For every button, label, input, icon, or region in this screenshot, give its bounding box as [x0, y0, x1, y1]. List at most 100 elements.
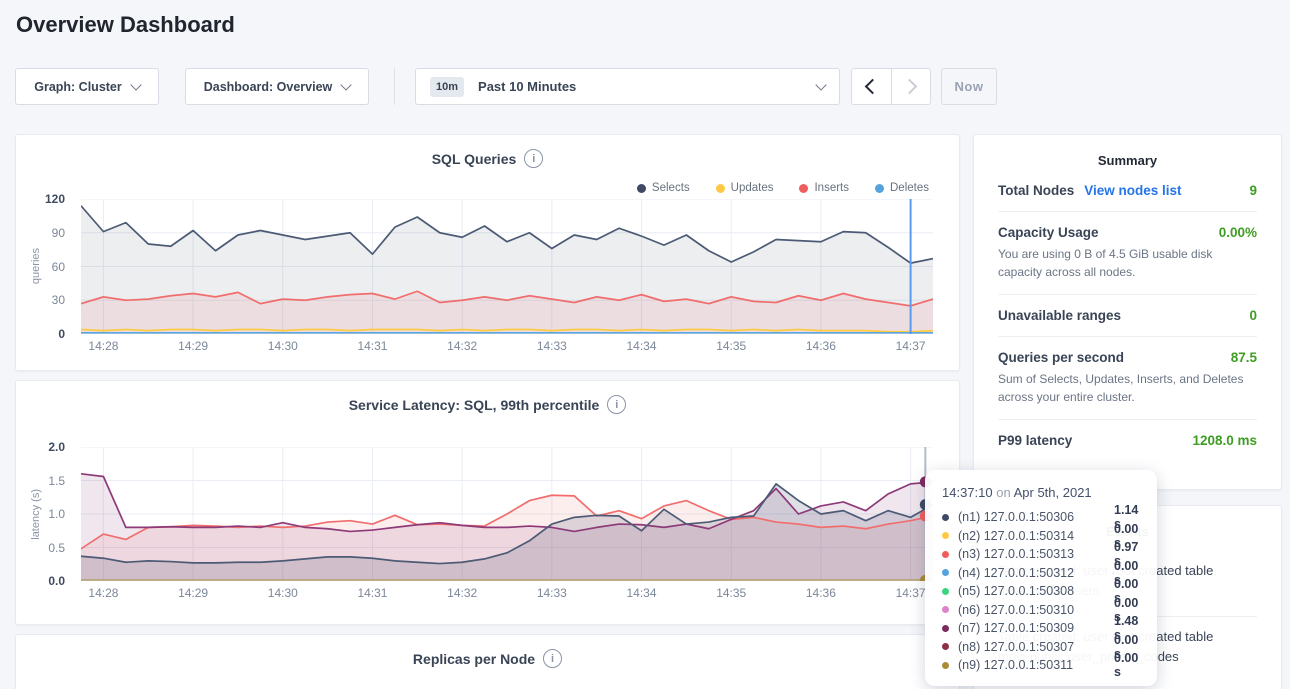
x-tick-label: 14:29 [178, 586, 208, 600]
y-tick-label: 1.5 [48, 474, 65, 488]
tooltip-node-label: (n3) 127.0.0.1:50313 [958, 547, 1114, 561]
summary-body: Total Nodes View nodes list 9 Capacity U… [974, 168, 1281, 461]
tooltip-node-label: (n8) 127.0.0.1:50307 [958, 640, 1114, 654]
summary-row-unavailable-ranges: Unavailable ranges 0 [998, 295, 1257, 337]
sql-legend: Selects Updates Inserts Deletes [637, 182, 929, 194]
x-tick-label: 14:37 [896, 339, 926, 353]
summary-row-value: 1208.0 ms [1192, 433, 1257, 448]
legend-dot-icon [716, 184, 725, 193]
summary-panel: Summary Total Nodes View nodes list 9 Ca… [973, 134, 1282, 490]
page-title: Overview Dashboard [16, 12, 235, 38]
summary-row-value: 0 [1249, 308, 1257, 323]
summary-row-label: Queries per second [998, 350, 1124, 365]
legend-item: Deletes [875, 182, 929, 194]
x-tick-label: 14:32 [447, 586, 477, 600]
x-tick-label: 14:35 [716, 586, 746, 600]
prev-time-button[interactable] [852, 69, 891, 104]
summary-row-label: P99 latency [998, 433, 1072, 448]
y-tick-label: 30 [52, 293, 65, 307]
x-tick-label: 14:28 [88, 586, 118, 600]
overview-dashboard-page: Overview Dashboard Graph: Cluster Dashbo… [0, 0, 1290, 689]
summary-row-p99-latency: P99 latency 1208.0 ms [998, 420, 1257, 461]
summary-row-value: 87.5 [1231, 350, 1257, 365]
latency-y-tick-labels: 0.00.51.01.52.0 [16, 447, 73, 581]
chevron-left-icon [865, 79, 881, 95]
tooltip-node-value: 0.00 s [1114, 651, 1144, 679]
x-tick-label: 14:32 [447, 339, 477, 353]
chevron-down-icon [815, 79, 826, 90]
x-tick-label: 14:33 [537, 339, 567, 353]
node-color-dot-icon [942, 514, 949, 521]
legend-label: Inserts [814, 182, 849, 194]
chevron-right-icon [901, 79, 917, 95]
tooltip-node-label: (n4) 127.0.0.1:50312 [958, 566, 1114, 580]
view-nodes-list-link[interactable]: View nodes list [1084, 183, 1181, 198]
info-icon[interactable] [524, 149, 543, 168]
sql-queries-card: SQL Queries Selects Updates Inserts Deletes… [15, 134, 960, 371]
tooltip-node-label: (n2) 127.0.0.1:50314 [958, 529, 1114, 543]
legend-item: Inserts [799, 182, 849, 194]
x-tick-label: 14:31 [357, 586, 387, 600]
next-time-button[interactable] [891, 69, 931, 104]
y-tick-label: 1.0 [48, 507, 65, 521]
tooltip-node-label: (n5) 127.0.0.1:50308 [958, 584, 1114, 598]
x-tick-label: 14:36 [806, 339, 836, 353]
x-tick-label: 14:35 [716, 339, 746, 353]
summary-row-capacity-usage: Capacity Usage 0.00% You are using 0 B o… [998, 212, 1257, 295]
now-button[interactable]: Now [941, 68, 997, 105]
graph-dropdown-label: Graph: Cluster [34, 80, 122, 94]
chart-hover-tooltip: 14:37:10 on Apr 5th, 2021 (n1) 127.0.0.1… [925, 470, 1157, 686]
y-tick-label: 0.0 [48, 574, 65, 588]
sql-chart-plot[interactable] [81, 199, 933, 334]
controls-divider [394, 68, 395, 105]
summary-row-desc: You are using 0 B of 4.5 GiB usable disk… [998, 245, 1257, 281]
y-tick-label: 0.5 [48, 541, 65, 555]
y-tick-label: 60 [52, 260, 65, 274]
y-tick-label: 0 [58, 327, 65, 341]
time-range-picker[interactable]: 10m Past 10 Minutes [415, 68, 840, 105]
x-tick-label: 14:33 [537, 586, 567, 600]
y-tick-label: 90 [52, 226, 65, 240]
tooltip-row: (n9) 127.0.0.1:503110.00 s [938, 656, 1144, 675]
legend-label: Selects [652, 182, 690, 194]
node-color-dot-icon [942, 606, 949, 613]
x-tick-label: 14:36 [806, 586, 836, 600]
sql-y-tick-labels: 0306090120 [16, 199, 73, 334]
graph-dropdown[interactable]: Graph: Cluster [15, 68, 159, 105]
node-color-dot-icon [942, 588, 949, 595]
now-button-label: Now [955, 79, 984, 94]
latency-chart-title-row: Service Latency: SQL, 99th percentile [16, 395, 959, 414]
tooltip-node-label: (n7) 127.0.0.1:50309 [958, 621, 1114, 635]
x-tick-label: 14:30 [268, 586, 298, 600]
node-color-dot-icon [942, 532, 949, 539]
legend-item: Updates [716, 182, 774, 194]
summary-row-label: Total Nodes [998, 183, 1074, 198]
replicas-per-node-card: Replicas per Node [15, 634, 960, 689]
legend-label: Updates [731, 182, 774, 194]
legend-item: Selects [637, 182, 690, 194]
latency-chart-plot[interactable] [81, 447, 933, 581]
x-tick-label: 14:37 [896, 586, 926, 600]
summary-row-label: Capacity Usage [998, 225, 1099, 240]
tooltip-timestamp: 14:37:10 on Apr 5th, 2021 [942, 485, 1144, 500]
summary-row-desc: Sum of Selects, Updates, Inserts, and De… [998, 370, 1257, 406]
info-icon[interactable] [543, 649, 562, 668]
time-range-label: Past 10 Minutes [478, 79, 576, 94]
sql-chart-title-row: SQL Queries [16, 149, 959, 168]
time-nav-arrows [851, 68, 931, 105]
legend-label: Deletes [890, 182, 929, 194]
tooltip-rows: (n1) 127.0.0.1:503061.14 s(n2) 127.0.0.1… [938, 508, 1144, 675]
summary-row-value: 9 [1249, 183, 1257, 198]
x-tick-label: 14:34 [627, 586, 657, 600]
x-tick-label: 14:31 [357, 339, 387, 353]
node-color-dot-icon [942, 625, 949, 632]
x-tick-label: 14:28 [88, 339, 118, 353]
summary-row-label: Unavailable ranges [998, 308, 1121, 323]
time-range-badge: 10m [430, 77, 464, 97]
tooltip-node-label: (n1) 127.0.0.1:50306 [958, 510, 1114, 524]
info-icon[interactable] [607, 395, 626, 414]
service-latency-card: Service Latency: SQL, 99th percentile la… [15, 380, 960, 625]
dashboard-dropdown-label: Dashboard: Overview [204, 80, 333, 94]
tooltip-node-label: (n6) 127.0.0.1:50310 [958, 603, 1114, 617]
dashboard-dropdown[interactable]: Dashboard: Overview [185, 68, 369, 105]
